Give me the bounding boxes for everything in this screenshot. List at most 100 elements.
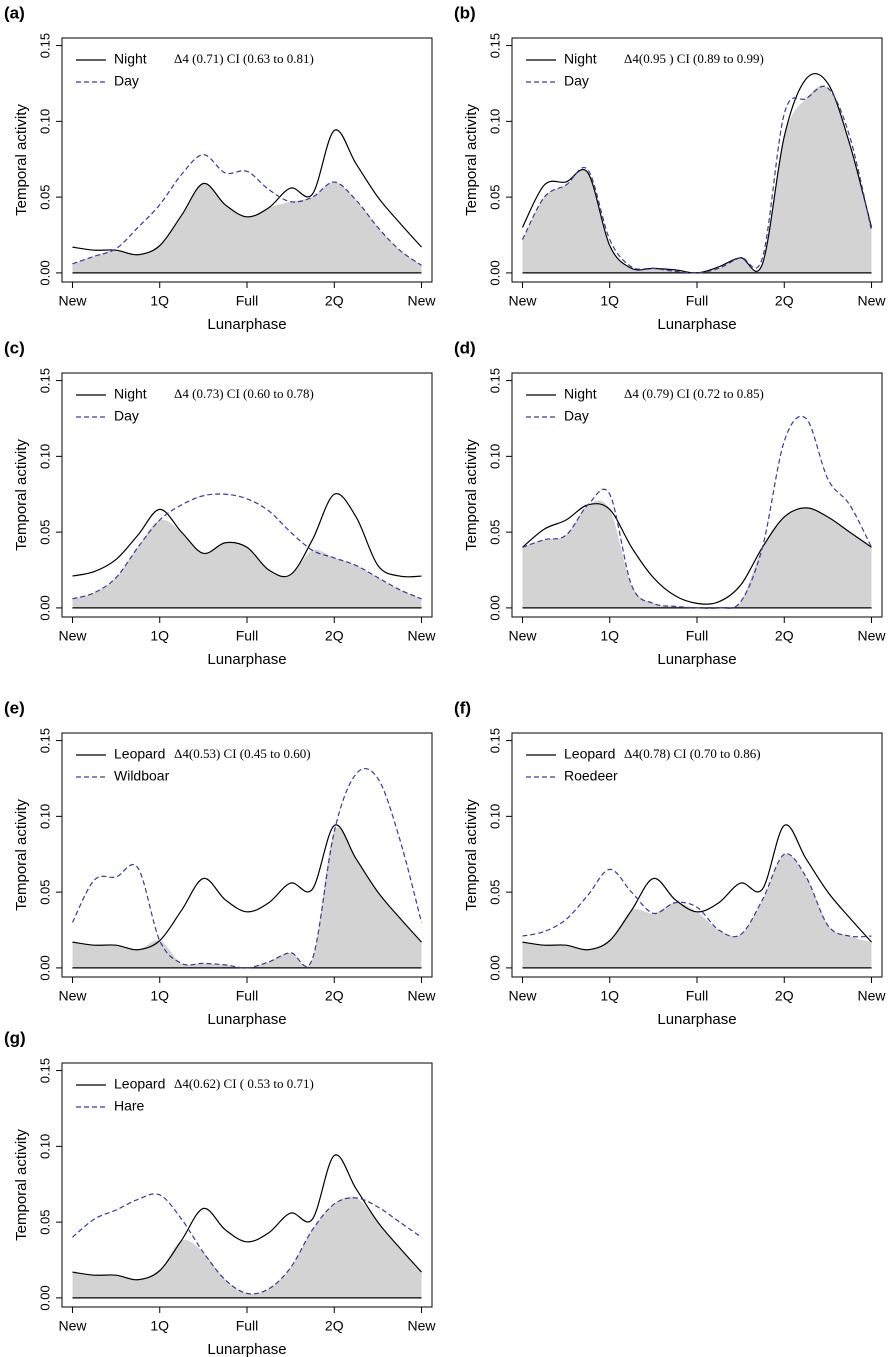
x-tick-label: 1Q bbox=[150, 293, 169, 309]
y-tick-label: 0.10 bbox=[487, 109, 502, 134]
y-tick-label: 0.10 bbox=[487, 804, 502, 829]
annotation: Δ4 (0.79) CI (0.72 to 0.85) bbox=[624, 386, 764, 401]
series-line bbox=[72, 493, 422, 578]
x-tick-label: 2Q bbox=[325, 1318, 344, 1334]
overlap-area bbox=[522, 853, 872, 968]
series-line bbox=[522, 853, 872, 938]
y-tick-label: 0.15 bbox=[37, 728, 52, 753]
legend-label: Day bbox=[114, 408, 139, 424]
x-tick-label: New bbox=[508, 293, 537, 309]
x-tick-label: Full bbox=[236, 988, 259, 1004]
legend-label: Leopard bbox=[564, 746, 615, 762]
x-tick-label: Full bbox=[236, 1318, 259, 1334]
legend-label: Night bbox=[564, 51, 597, 67]
x-tick-label: Full bbox=[236, 628, 259, 644]
y-tick-label: 0.00 bbox=[37, 1285, 52, 1310]
x-tick-label: 2Q bbox=[775, 988, 794, 1004]
panel-label: (a) bbox=[4, 3, 25, 22]
x-tick-label: New bbox=[408, 293, 437, 309]
x-tick-label: Full bbox=[686, 293, 709, 309]
y-axis-label: Temporal activity bbox=[13, 104, 30, 216]
panel-label: (g) bbox=[4, 1028, 26, 1047]
y-tick-label: 0.00 bbox=[37, 955, 52, 980]
x-tick-label: New bbox=[408, 988, 437, 1004]
y-tick-label: 0.15 bbox=[487, 368, 502, 393]
x-tick-label: 1Q bbox=[600, 988, 619, 1004]
x-tick-label: New bbox=[858, 293, 887, 309]
series-line bbox=[522, 415, 873, 610]
chart-panel: (c) Night Day Δ4 (0.73) CI (0.60 to 0.78) 0.… bbox=[4, 338, 436, 667]
y-tick-label: 0.10 bbox=[487, 444, 502, 469]
chart-panel: (f) Leopard Roedeer Δ4(0.78) CI (0.70 to 0.… bbox=[454, 698, 886, 1027]
annotation: Δ4 (0.71) CI (0.63 to 0.81) bbox=[174, 51, 314, 66]
y-tick-label: 0.00 bbox=[487, 955, 502, 980]
y-axis-label: Temporal activity bbox=[13, 799, 30, 911]
y-tick-label: 0.05 bbox=[487, 519, 502, 544]
y-axis-label: Temporal activity bbox=[463, 439, 480, 551]
annotation: Δ4(0.78) CI (0.70 to 0.86) bbox=[624, 746, 761, 761]
x-tick-label: New bbox=[408, 628, 437, 644]
legend-label: Roedeer bbox=[564, 768, 618, 784]
legend-label: Leopard bbox=[114, 746, 165, 762]
x-tick-label: 2Q bbox=[325, 628, 344, 644]
legend-label: Leopard bbox=[114, 1076, 165, 1092]
x-tick-label: 2Q bbox=[775, 628, 794, 644]
annotation: Δ4(0.95 ) CI (0.89 to 0.99) bbox=[624, 51, 764, 66]
y-tick-label: 0.15 bbox=[487, 728, 502, 753]
y-tick-label: 0.05 bbox=[37, 879, 52, 904]
panel-label: (f) bbox=[454, 698, 471, 717]
overlap-area bbox=[72, 519, 422, 608]
x-axis-label: Lunarphase bbox=[207, 316, 286, 333]
y-tick-label: 0.00 bbox=[487, 595, 502, 620]
y-tick-label: 0.15 bbox=[37, 368, 52, 393]
y-tick-label: 0.00 bbox=[37, 595, 52, 620]
y-tick-label: 0.10 bbox=[37, 109, 52, 134]
chart-panel: (e) Leopard Wildboar Δ4(0.53) CI (0.45 to 0… bbox=[4, 698, 436, 1027]
x-axis-label: Lunarphase bbox=[207, 1011, 286, 1028]
x-tick-label: 2Q bbox=[325, 988, 344, 1004]
x-tick-label: 1Q bbox=[150, 1318, 169, 1334]
x-tick-label: 1Q bbox=[150, 628, 169, 644]
legend-label: Hare bbox=[114, 1098, 145, 1114]
series-line bbox=[522, 824, 872, 951]
panel-label: (d) bbox=[454, 338, 476, 357]
legend-label: Night bbox=[114, 386, 147, 402]
x-tick-label: New bbox=[508, 628, 537, 644]
x-tick-label: New bbox=[508, 988, 537, 1004]
x-tick-label: New bbox=[858, 988, 887, 1004]
series-line bbox=[71, 768, 423, 969]
chart-panel: (b) Night Day Δ4(0.95 ) CI (0.89 to 0.99) 0.… bbox=[454, 3, 886, 332]
x-axis-label: Lunarphase bbox=[207, 1341, 286, 1357]
x-tick-label: New bbox=[58, 628, 87, 644]
annotation: Δ4(0.62) CI ( 0.53 to 0.71) bbox=[174, 1076, 314, 1091]
panel-label: (b) bbox=[454, 3, 476, 22]
chart-panel: (d) Night Day Δ4 (0.79) CI (0.72 to 0.85) 0.… bbox=[454, 338, 886, 667]
legend-label: Wildboar bbox=[114, 768, 170, 784]
overlap-area bbox=[522, 500, 872, 609]
x-tick-label: 2Q bbox=[325, 293, 344, 309]
x-tick-label: Full bbox=[686, 988, 709, 1004]
legend-label: Day bbox=[114, 73, 139, 89]
x-tick-label: Full bbox=[236, 293, 259, 309]
annotation: Δ4(0.53) CI (0.45 to 0.60) bbox=[174, 746, 311, 761]
series-line bbox=[72, 1193, 422, 1295]
overlap-area bbox=[72, 181, 422, 273]
series-line bbox=[72, 154, 422, 266]
series-line bbox=[521, 85, 873, 274]
y-axis-label: Temporal activity bbox=[13, 1129, 30, 1241]
x-tick-label: 1Q bbox=[150, 988, 169, 1004]
series-line bbox=[522, 503, 872, 605]
y-tick-label: 0.15 bbox=[37, 33, 52, 58]
y-axis-label: Temporal activity bbox=[463, 799, 480, 911]
y-tick-label: 0.05 bbox=[37, 1209, 52, 1234]
panel-label: (e) bbox=[4, 698, 25, 717]
legend-label: Day bbox=[564, 408, 589, 424]
chart-panel: (a) Night Day Δ4 (0.71) CI (0.63 to 0.81) 0.… bbox=[4, 3, 436, 332]
x-axis-label: Lunarphase bbox=[657, 651, 736, 668]
y-tick-label: 0.10 bbox=[37, 1134, 52, 1159]
x-axis-label: Lunarphase bbox=[657, 1011, 736, 1028]
chart-panel: (g) Leopard Hare Δ4(0.62) CI ( 0.53 to 0.71… bbox=[4, 1028, 436, 1357]
series-line bbox=[72, 493, 422, 600]
y-tick-label: 0.05 bbox=[487, 879, 502, 904]
